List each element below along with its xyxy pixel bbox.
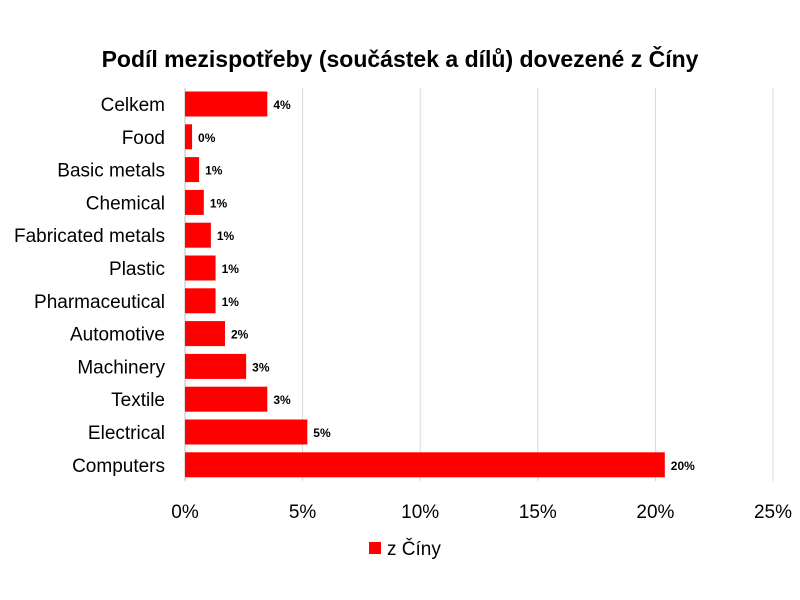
legend-label: z Číny — [387, 538, 441, 560]
data-label: 3% — [273, 393, 291, 407]
category-label: Chemical — [86, 193, 165, 214]
bar — [185, 386, 268, 412]
x-tick-label: 10% — [401, 502, 439, 523]
category-label: Machinery — [77, 357, 165, 378]
x-tick-label: 5% — [289, 502, 317, 523]
data-label: 5% — [313, 426, 331, 440]
bar — [185, 255, 216, 281]
gridlines — [184, 87, 774, 482]
bar — [185, 157, 200, 183]
data-label: 1% — [205, 164, 223, 178]
category-labels: Celkem Food Basic metals Chemical Fabricated… — [14, 95, 166, 477]
legend-swatch — [369, 542, 381, 554]
data-label: 3% — [252, 360, 270, 374]
data-label: 1% — [222, 295, 240, 309]
bar — [185, 91, 268, 117]
x-tick-label: 25% — [754, 502, 792, 523]
data-label: 0% — [198, 131, 216, 145]
category-label: Automotive — [70, 325, 165, 346]
bar — [185, 452, 665, 478]
bars — [185, 91, 665, 478]
data-label: 2% — [231, 328, 249, 342]
data-label: 1% — [210, 196, 228, 210]
bar — [185, 353, 247, 379]
bar — [185, 189, 204, 215]
category-label: Pharmaceutical — [34, 292, 165, 313]
bar — [185, 222, 211, 248]
bar — [185, 288, 216, 314]
data-label: 1% — [217, 229, 235, 243]
data-label: 1% — [222, 262, 240, 276]
category-label: Computers — [72, 456, 165, 477]
category-label: Plastic — [109, 259, 165, 280]
bar — [185, 419, 308, 445]
data-labels: 4% 0% 1% 1% 1% 1% 1% 2% 3% 3% 5% 20% — [198, 98, 695, 473]
category-label: Food — [122, 128, 165, 149]
x-tick-label: 20% — [636, 502, 674, 523]
bar — [185, 321, 225, 347]
category-label: Electrical — [88, 423, 165, 444]
data-label: 4% — [273, 98, 291, 112]
category-label: Fabricated metals — [14, 226, 165, 247]
legend: z Číny — [369, 538, 441, 560]
x-tick-label: 0% — [171, 502, 199, 523]
data-label: 20% — [671, 459, 695, 473]
x-tick-label: 15% — [519, 502, 557, 523]
x-tick-labels: 0% 5% 10% 15% 20% 25% — [171, 502, 792, 523]
category-label: Textile — [111, 390, 165, 411]
bar — [185, 124, 193, 150]
chart-title: Podíl mezispotřeby (součástek a dílů) do… — [102, 45, 699, 72]
category-label: Celkem — [101, 95, 165, 116]
category-label: Basic metals — [57, 161, 165, 182]
